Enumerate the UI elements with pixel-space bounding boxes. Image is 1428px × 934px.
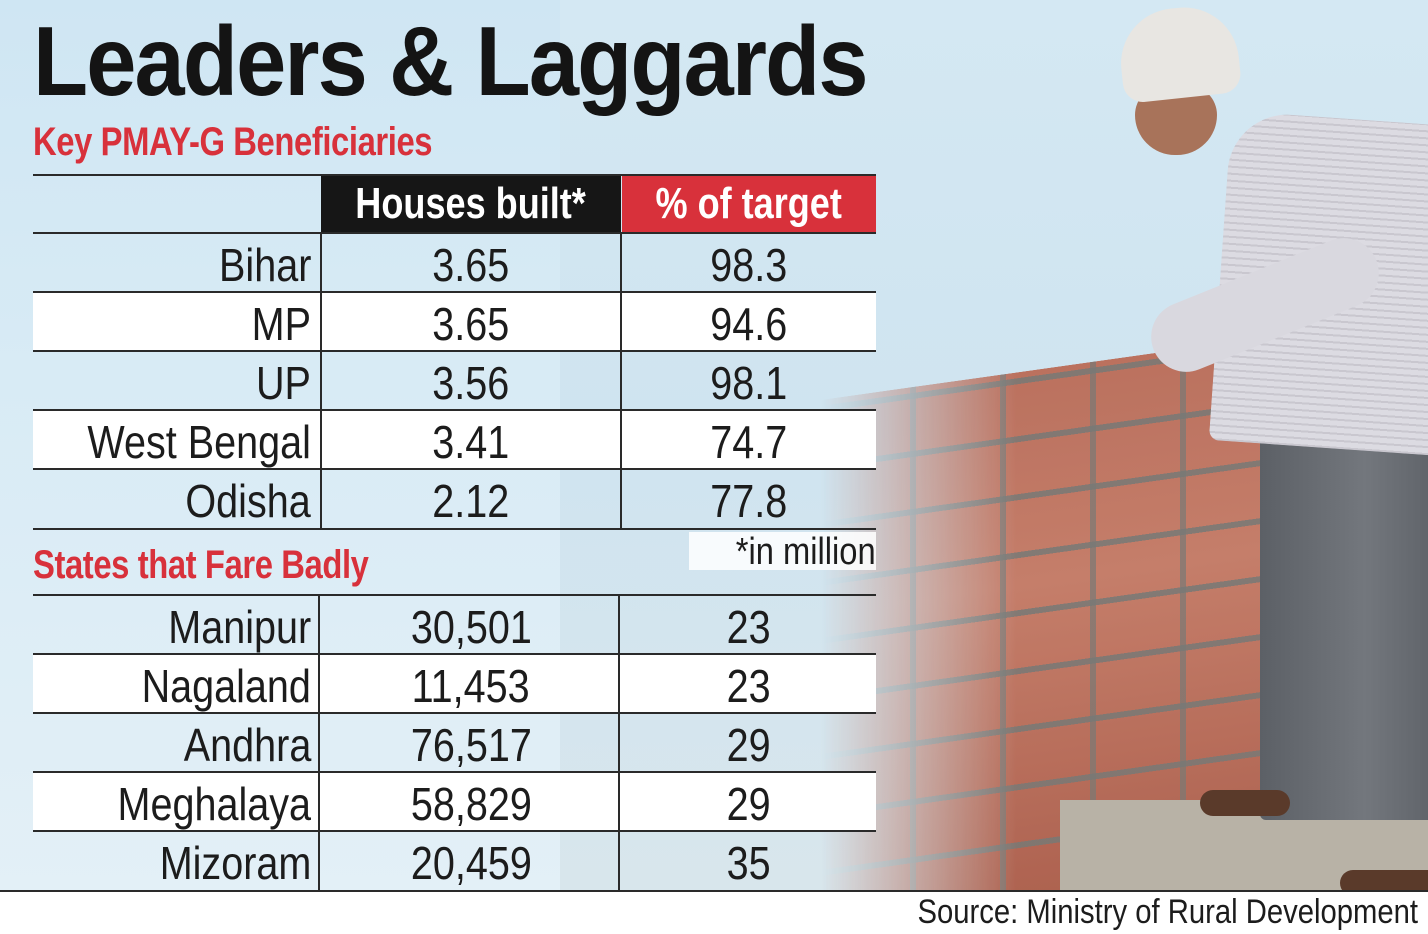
worker-legs <box>1260 420 1428 820</box>
state-name: UP <box>256 357 311 409</box>
table-row: Meghalaya 58,829 29 <box>33 773 876 831</box>
houses-built-value: 30,501 <box>410 601 532 653</box>
table-row: West Bengal 3.41 74.7 <box>33 411 876 469</box>
row-rule <box>33 830 876 832</box>
row-rule <box>33 291 876 293</box>
houses-built-value: 3.65 <box>432 239 510 291</box>
unit-note: *in million <box>689 532 876 572</box>
state-name: Andhra <box>183 719 311 771</box>
houses-built-value: 20,459 <box>410 837 532 889</box>
pct-target-value: 77.8 <box>710 475 788 527</box>
row-rule <box>33 350 876 352</box>
pct-target-value: 74.7 <box>710 416 788 468</box>
state-name: Bihar <box>218 239 311 291</box>
header-bottom-rule <box>33 232 876 234</box>
houses-built-value: 11,453 <box>411 660 531 712</box>
state-name: Mizoram <box>159 837 311 889</box>
table-row: Nagaland 11,453 23 <box>33 655 876 713</box>
row-rule <box>33 653 876 655</box>
pct-target-value: 94.6 <box>710 298 788 350</box>
column-divider <box>320 232 322 528</box>
pct-target-value: 23 <box>726 660 771 712</box>
section-title-leaders: Key PMAY-G Beneficiaries <box>33 120 433 164</box>
state-name: MP <box>251 298 311 350</box>
column-divider <box>620 232 622 528</box>
row-rule <box>33 771 876 773</box>
pct-target-value: 29 <box>726 778 771 830</box>
table-top-rule <box>33 594 876 596</box>
section-title-laggards: States that Fare Badly <box>33 543 369 587</box>
state-name: Meghalaya <box>117 778 311 830</box>
state-name: West Bengal <box>87 416 311 468</box>
table-bottom-rule <box>33 528 876 530</box>
table-top-rule <box>33 174 876 176</box>
pct-target-value: 98.1 <box>710 357 788 409</box>
column-divider <box>318 594 320 890</box>
houses-built-value: 3.56 <box>432 357 510 409</box>
houses-built-value: 76,517 <box>410 719 532 771</box>
row-rule <box>33 468 876 470</box>
houses-built-value: 3.65 <box>432 298 510 350</box>
sandal-left <box>1200 790 1290 816</box>
houses-built-value: 58,829 <box>410 778 532 830</box>
state-name: Manipur <box>168 601 311 653</box>
pct-target-value: 35 <box>726 837 771 889</box>
column-divider <box>618 594 620 890</box>
pct-target-value: 23 <box>726 601 771 653</box>
row-rule <box>33 712 876 714</box>
source-credit: Source: Ministry of Rural Development <box>917 893 1418 931</box>
column-header-pct-target: % of target <box>622 176 876 232</box>
pct-target-value: 29 <box>726 719 771 771</box>
footer-strip <box>0 892 1428 934</box>
table-row: MP 3.65 94.6 <box>33 293 876 351</box>
page-title: Leaders & Laggards <box>33 6 869 116</box>
footer-rule <box>0 890 1428 892</box>
houses-built-value: 3.41 <box>432 416 510 468</box>
column-header-houses-built: Houses built* <box>321 176 621 232</box>
houses-built-value: 2.12 <box>432 475 510 527</box>
state-name: Odisha <box>185 475 311 527</box>
state-name: Nagaland <box>141 660 311 712</box>
pct-target-value: 98.3 <box>710 239 788 291</box>
row-rule <box>33 409 876 411</box>
